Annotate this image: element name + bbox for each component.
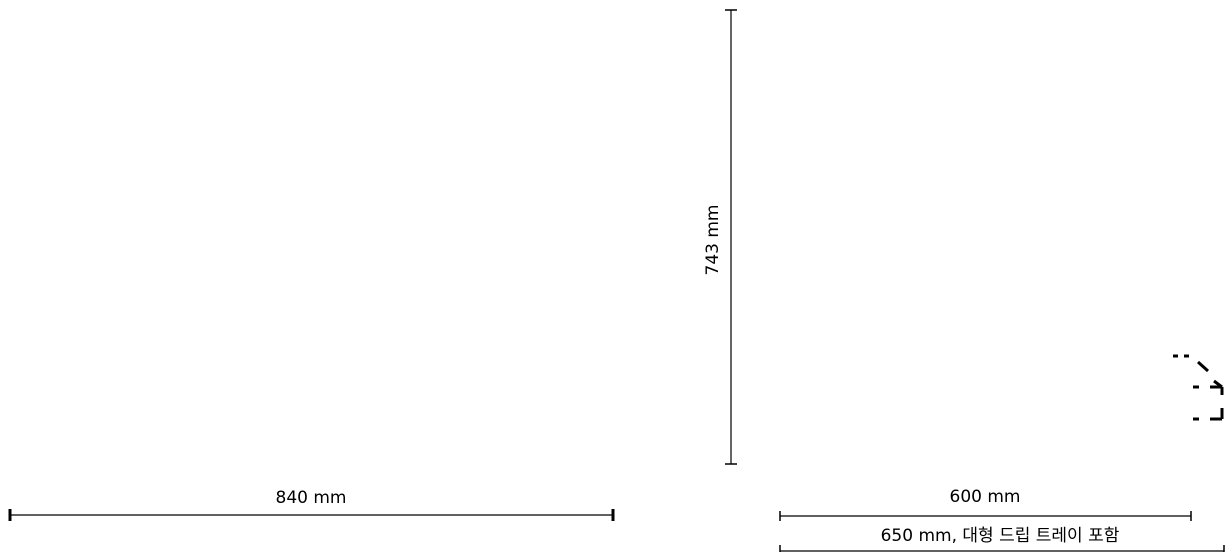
depth-dimension-label: 600 mm (950, 487, 1021, 507)
depth-dimension: 600 mm (779, 487, 1192, 521)
dashed-corner-fragment-icon (1173, 354, 1224, 421)
width-dimension: 840 mm (8, 488, 615, 521)
depth-with-tray-dimension-label: 650 mm, 대형 드립 트레이 포함 (881, 526, 1120, 546)
depth-with-tray-dimension: 650 mm, 대형 드립 트레이 포함 (779, 526, 1225, 552)
height-dimension-label: 743 mm (703, 205, 723, 276)
width-dimension-label: 840 mm (276, 488, 347, 508)
height-dimension: 743 mm (703, 9, 737, 465)
